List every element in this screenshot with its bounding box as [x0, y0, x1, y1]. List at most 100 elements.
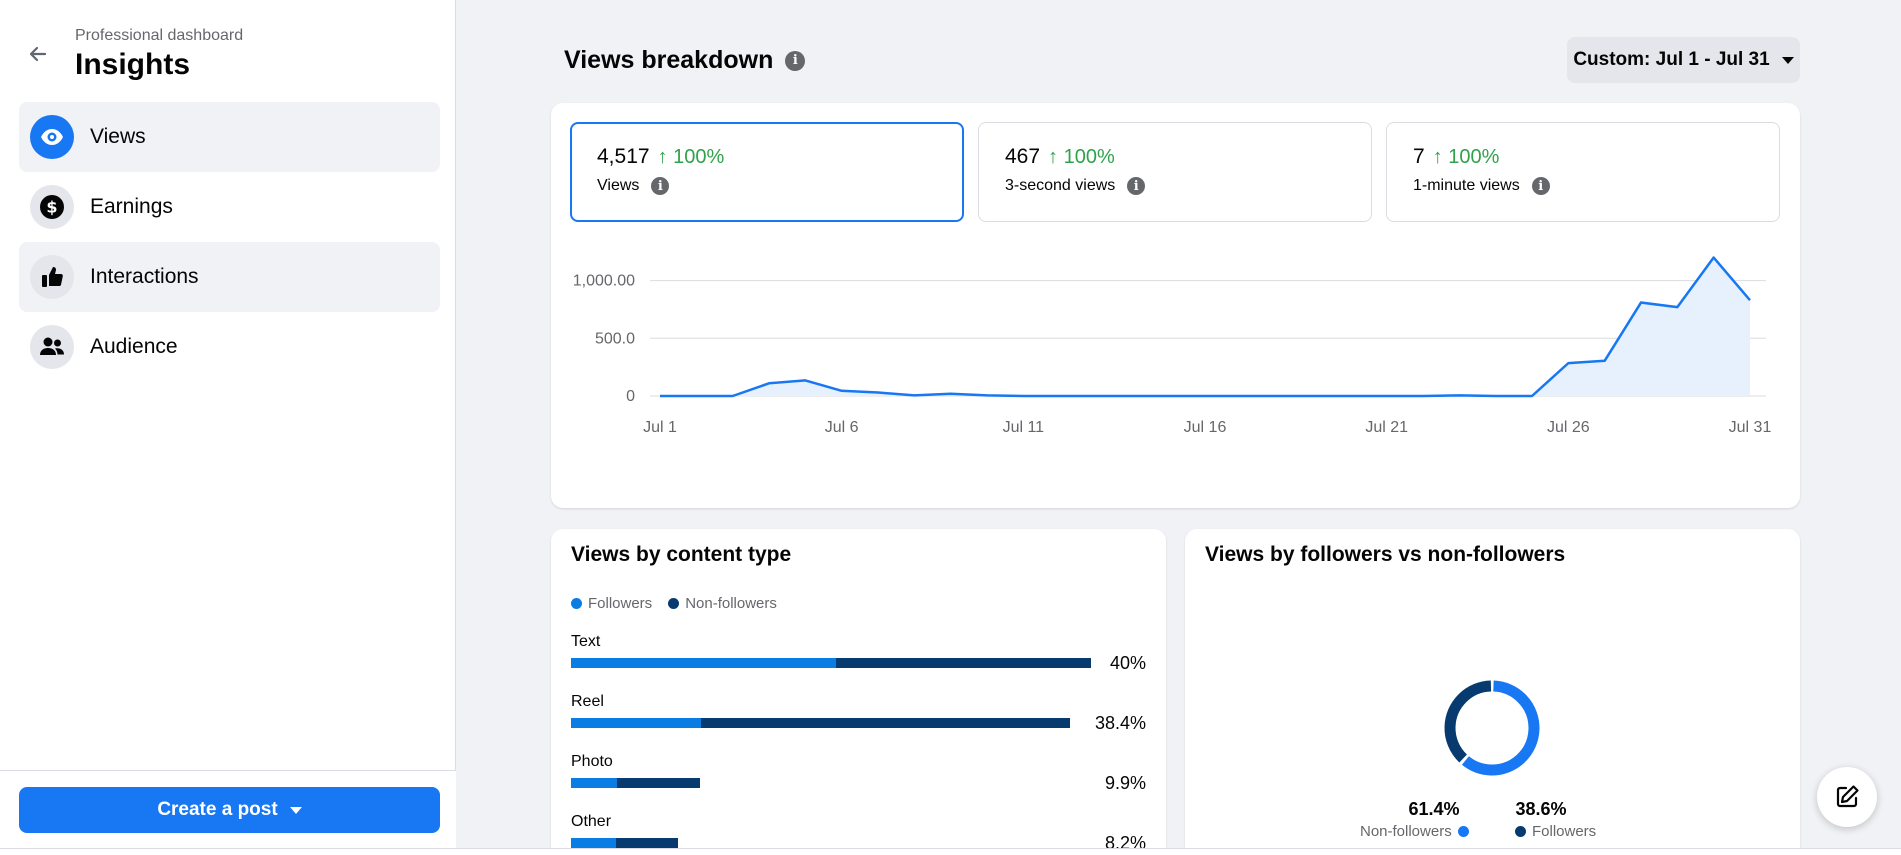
- donut-legend-label: Followers: [1532, 823, 1597, 840]
- dot-icon: [1515, 826, 1526, 837]
- data-point[interactable]: [1641, 302, 1642, 303]
- data-point[interactable]: [1168, 396, 1169, 397]
- data-point[interactable]: [1677, 307, 1678, 308]
- data-point[interactable]: [1568, 363, 1569, 364]
- data-point[interactable]: [1314, 396, 1315, 397]
- data-point[interactable]: [1386, 396, 1387, 397]
- sidebar-item-label: Views: [90, 125, 146, 148]
- data-point[interactable]: [769, 383, 770, 384]
- bar-segment-followers: [571, 658, 837, 668]
- sidebar-item-interactions[interactable]: Interactions: [19, 242, 440, 312]
- arrow-left-icon: [29, 46, 47, 62]
- donut-segment[interactable]: [1444, 680, 1540, 776]
- data-point[interactable]: [1750, 300, 1751, 301]
- bar-track[interactable]: [571, 778, 700, 788]
- thumbs-up-icon: [30, 255, 74, 299]
- sidebar-item-earnings[interactable]: $ Earnings: [19, 172, 440, 242]
- caret-down-icon: [1781, 56, 1794, 64]
- bar-segment-followers: [571, 838, 616, 848]
- data-point[interactable]: [1604, 360, 1605, 361]
- metric-label: 3-second views: [1005, 177, 1116, 194]
- bar-track[interactable]: [571, 658, 1091, 668]
- data-point[interactable]: [1277, 396, 1278, 397]
- metric-views[interactable]: 4,517 ↑ 100% Views i: [570, 122, 964, 222]
- dot-icon: [571, 598, 582, 609]
- date-range-label: Custom: Jul 1 - Jul 31: [1573, 49, 1770, 70]
- bar-label: Other: [571, 813, 612, 830]
- legend-non-followers: Non-followers: [668, 595, 777, 612]
- bar-segment-non-followers: [615, 838, 678, 848]
- legend-label: Followers: [588, 595, 653, 612]
- donut-legend-label: Non-followers: [1360, 823, 1452, 840]
- content-type-row: Reel 38.4%: [571, 693, 1146, 733]
- metric-label: 1-minute views: [1413, 177, 1520, 194]
- people-icon: [30, 325, 74, 369]
- data-point[interactable]: [1350, 396, 1351, 397]
- data-point[interactable]: [1713, 257, 1714, 258]
- data-point[interactable]: [950, 393, 951, 394]
- followers-card: Views by followers vs non-followers 61.4…: [1185, 529, 1800, 855]
- info-icon[interactable]: i: [1127, 177, 1146, 195]
- content-type-card: Views by content type Followers Non-foll…: [551, 529, 1166, 855]
- views-breakdown-heading: Views breakdown i: [564, 46, 806, 75]
- y-tick-label: 0: [626, 388, 635, 405]
- create-post-button[interactable]: Create a post: [19, 787, 440, 833]
- data-point[interactable]: [1532, 396, 1533, 397]
- caret-down-icon: [289, 806, 302, 814]
- sidebar: Professional dashboard Insights Views $ …: [0, 0, 456, 848]
- donut-segment[interactable]: [1444, 680, 1540, 776]
- bar-label: Reel: [571, 693, 604, 710]
- metric-1-minute-views[interactable]: 7 ↑ 100% 1-minute views i: [1386, 122, 1780, 222]
- back-button[interactable]: [20, 36, 56, 72]
- bar-value-label: 40%: [1109, 653, 1146, 673]
- compose-button[interactable]: [1817, 767, 1877, 827]
- data-point[interactable]: [1423, 396, 1424, 397]
- bar-label: Text: [571, 633, 601, 650]
- bar-value-label: 9.9%: [1104, 773, 1146, 793]
- data-point[interactable]: [841, 390, 842, 391]
- data-point[interactable]: [732, 396, 733, 397]
- sidebar-item-label: Earnings: [90, 195, 173, 218]
- views-line-chart: 1,000.00 500.0 0 Jul 1 Jul 6 Jul 11 Jul 16 Jul …: [573, 256, 1772, 436]
- data-point[interactable]: [914, 395, 915, 396]
- data-point[interactable]: [878, 392, 879, 393]
- window-bottom-edge: [0, 848, 1901, 855]
- data-point[interactable]: [1241, 396, 1242, 397]
- data-point[interactable]: [1023, 396, 1024, 397]
- data-point[interactable]: [1205, 396, 1206, 397]
- info-icon[interactable]: i: [651, 177, 670, 195]
- data-point[interactable]: [1096, 396, 1097, 397]
- data-point[interactable]: [805, 380, 806, 381]
- bar-track[interactable]: [571, 838, 678, 848]
- data-point[interactable]: [1459, 395, 1460, 396]
- views-breakdown-title: Views breakdown: [564, 46, 774, 74]
- content-type-legend: Followers Non-followers: [571, 595, 793, 612]
- y-tick-label: 1,000.00: [573, 273, 635, 290]
- metric-change: ↑ 100%: [1048, 145, 1115, 168]
- metric-value-row: 7 ↑ 100%: [1413, 145, 1779, 169]
- views-card: 4,517 ↑ 100% Views i 467 ↑ 100% 3-second…: [551, 103, 1800, 508]
- info-icon[interactable]: i: [785, 50, 806, 71]
- x-tick-label: Jul 31: [1729, 419, 1772, 436]
- sidebar-item-views[interactable]: Views: [19, 102, 440, 172]
- metric-3-second-views[interactable]: 467 ↑ 100% 3-second views i: [978, 122, 1372, 222]
- date-range-button[interactable]: Custom: Jul 1 - Jul 31: [1567, 37, 1800, 83]
- followers-title: Views by followers vs non-followers: [1205, 543, 1566, 566]
- data-point[interactable]: [987, 395, 988, 396]
- data-point[interactable]: [660, 396, 661, 397]
- y-tick-label: 500.0: [595, 330, 635, 347]
- x-tick-label: Jul 6: [825, 419, 859, 436]
- data-point[interactable]: [1495, 396, 1496, 397]
- x-tick-label: Jul 1: [643, 419, 677, 436]
- data-point[interactable]: [696, 396, 697, 397]
- metric-label-row: Views i: [597, 177, 962, 195]
- metric-label: Views: [597, 177, 640, 194]
- legend-followers: Followers: [571, 595, 652, 612]
- metric-value: 467: [1005, 145, 1041, 168]
- data-point[interactable]: [1059, 396, 1060, 397]
- sidebar-nav: Views $ Earnings Interactions Audience: [19, 102, 440, 382]
- info-icon[interactable]: i: [1531, 177, 1550, 195]
- bar-track[interactable]: [571, 718, 1071, 728]
- sidebar-item-audience[interactable]: Audience: [19, 312, 440, 382]
- data-point[interactable]: [1132, 396, 1133, 397]
